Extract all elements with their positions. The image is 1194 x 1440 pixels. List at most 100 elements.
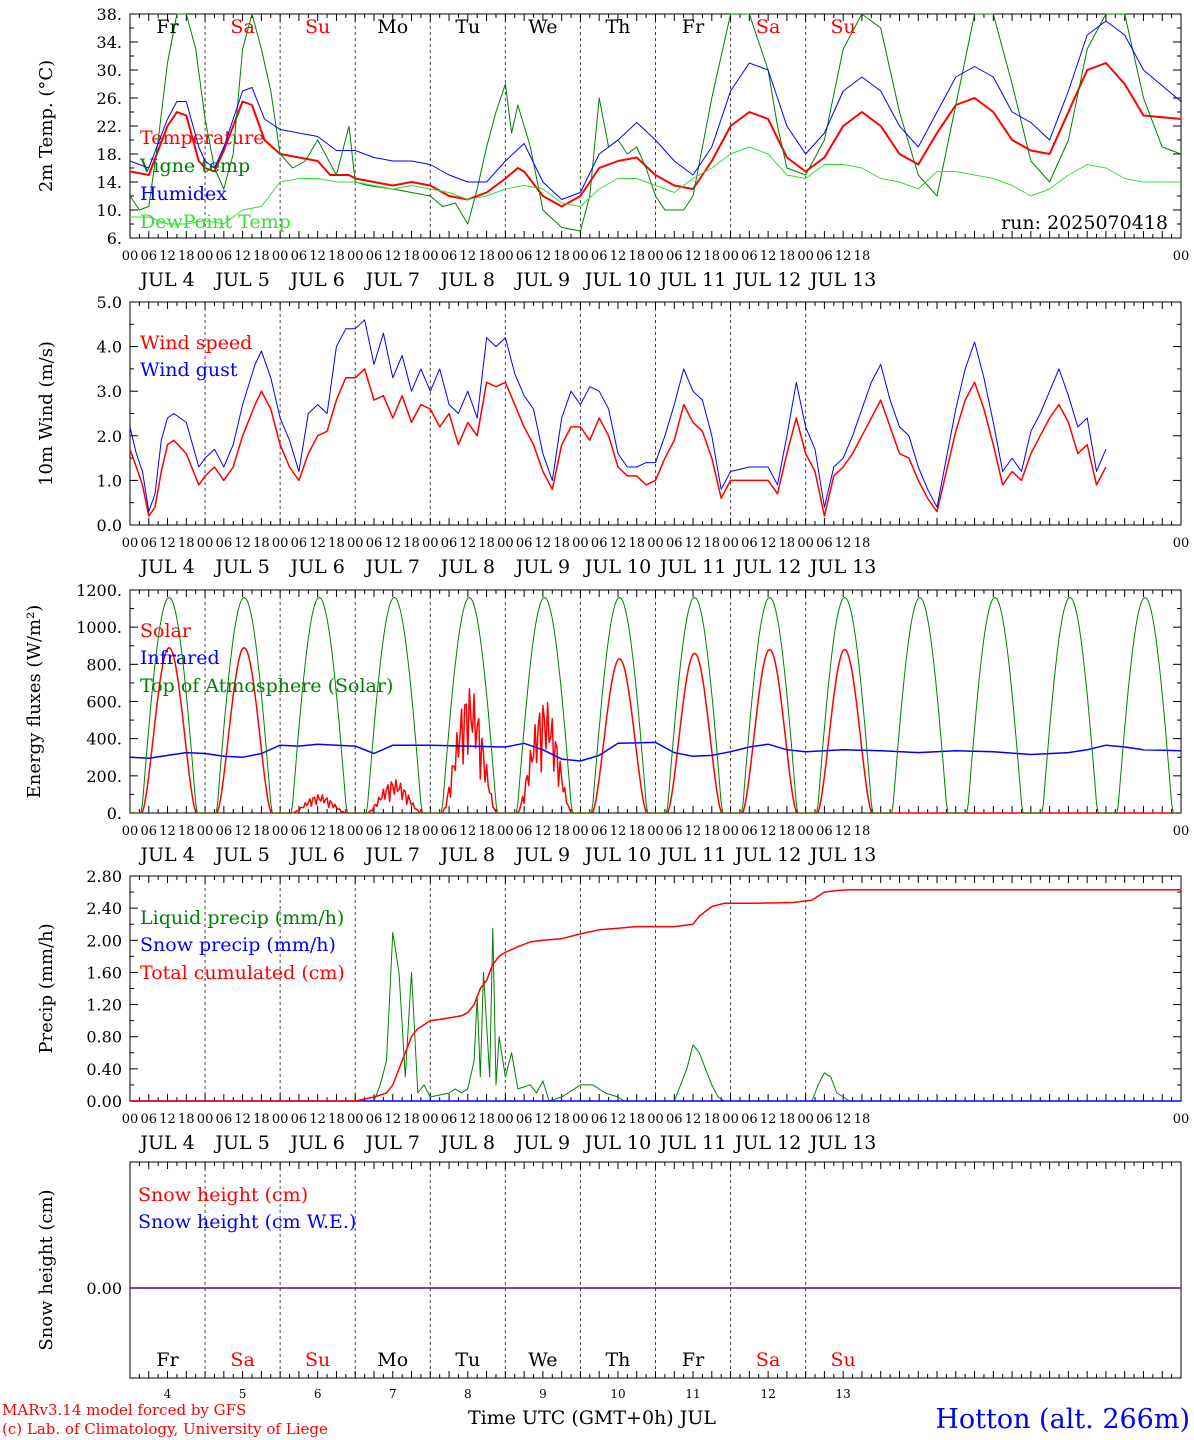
precip-hour-label: 06 bbox=[216, 1112, 233, 1127]
precip-y-tick-label: 2.00 bbox=[86, 931, 122, 950]
temperature-hour-label: 06 bbox=[366, 249, 383, 264]
temperature-weekday-label: Su bbox=[305, 16, 330, 38]
temperature-hour-label: 00 bbox=[497, 249, 514, 264]
precip-y-axis-label: Precip (mm/h) bbox=[36, 923, 57, 1053]
wind-hour-label: 00 bbox=[422, 536, 439, 551]
precip-hour-label: 18 bbox=[854, 1112, 871, 1127]
temperature-hour-label: 00 bbox=[647, 249, 664, 264]
energy-hour-label: 12 bbox=[835, 824, 852, 839]
temperature-y-tick-label: 26. bbox=[97, 89, 122, 108]
temperature-hour-label: 18 bbox=[178, 249, 195, 264]
wind-y-tick-label: 3.0 bbox=[97, 382, 122, 401]
wind-frame bbox=[129, 301, 1182, 526]
precip-hour-label: 18 bbox=[253, 1112, 270, 1127]
snow-day-number: 13 bbox=[836, 1387, 851, 1401]
precip-panel: 0.00 0.40 0.80 1.20 1.60 2.00 2.40 2.80 Precip (… bbox=[36, 867, 1189, 1154]
temperature-weekday-label: Tu bbox=[455, 16, 480, 38]
precip-hour-label: 12 bbox=[760, 1112, 777, 1127]
wind-legend-entry: Wind speed bbox=[140, 332, 252, 354]
wind-hour-label: 18 bbox=[704, 536, 721, 551]
temperature-day-label: JUL 7 bbox=[364, 269, 420, 291]
wind-hour-label: 00 bbox=[347, 536, 364, 551]
energy-y-tick-label: 400. bbox=[86, 730, 122, 749]
precip-y-tick-label: 0.40 bbox=[86, 1060, 122, 1079]
wind-day-label: JUL 13 bbox=[808, 556, 876, 578]
snow-day-number: 10 bbox=[610, 1387, 625, 1401]
temperature-weekday-label: Mo bbox=[377, 16, 408, 38]
precip-hour-label: 18 bbox=[704, 1112, 721, 1127]
wind-hour-label: 12 bbox=[835, 536, 852, 551]
precip-y-tick-label: 0.00 bbox=[86, 1092, 122, 1111]
precip-hour-label: 18 bbox=[478, 1112, 495, 1127]
temperature-hour-label: 12 bbox=[610, 249, 627, 264]
snow-weekday-label: Fr bbox=[156, 1349, 179, 1371]
precip-series-liquid-precip-mm-h- bbox=[130, 927, 1181, 1102]
wind-day-label: JUL 10 bbox=[583, 556, 651, 578]
precip-day-label: JUL 5 bbox=[213, 1132, 269, 1154]
snow-day-number: 12 bbox=[760, 1387, 775, 1401]
energy-hour-label: 06 bbox=[291, 824, 308, 839]
temperature-y-tick-label: 18. bbox=[97, 145, 122, 164]
energy-day-label: JUL 6 bbox=[288, 844, 344, 866]
precip-hour-label: 12 bbox=[535, 1112, 552, 1127]
snow-weekday-label: We bbox=[528, 1349, 557, 1371]
temperature-hour-label: 00 bbox=[197, 249, 214, 264]
temperature-legend-entry: Humidex bbox=[140, 183, 227, 205]
temperature-y-tick-label: 34. bbox=[97, 33, 122, 52]
wind-day-label: JUL 8 bbox=[439, 556, 495, 578]
precip-y-tick-label: 0.80 bbox=[86, 1028, 122, 1047]
precip-hour-label: 06 bbox=[516, 1112, 533, 1127]
precip-hour-label: 12 bbox=[234, 1112, 251, 1127]
precip-hour-label: 00 bbox=[722, 1112, 739, 1127]
snow-day-number: 11 bbox=[685, 1387, 700, 1401]
energy-hour-label: 12 bbox=[535, 824, 552, 839]
wind-hour-label: 06 bbox=[666, 536, 683, 551]
temperature-y-tick-label: 10. bbox=[97, 201, 122, 220]
precip-day-label: JUL 12 bbox=[733, 1132, 801, 1154]
temperature-hour-label: 06 bbox=[140, 249, 157, 264]
precip-hour-label: 12 bbox=[159, 1112, 176, 1127]
wind-hour-label: 06 bbox=[140, 536, 157, 551]
energy-hour-label: 00 bbox=[122, 824, 139, 839]
snow-weekday-label: Sa bbox=[756, 1349, 780, 1371]
temperature-series-dewpoint-temp bbox=[130, 146, 1181, 225]
snow-y-axis-label: Snow height (cm) bbox=[36, 1189, 57, 1350]
temperature-hour-label: 18 bbox=[253, 249, 270, 264]
snow-legend-entry: Snow height (cm) bbox=[138, 1184, 308, 1206]
wind-hour-label: 00 bbox=[647, 536, 664, 551]
temperature-hour-label: 18 bbox=[328, 249, 345, 264]
wind-hour-label: 06 bbox=[516, 536, 533, 551]
precip-hour-label: 18 bbox=[628, 1112, 645, 1127]
energy-hour-label: 18 bbox=[854, 824, 871, 839]
temperature-hour-label: 06 bbox=[216, 249, 233, 264]
energy-hour-label: 18 bbox=[328, 824, 345, 839]
wind-day-label: JUL 9 bbox=[514, 556, 570, 578]
wind-hour-label: 12 bbox=[309, 536, 326, 551]
wind-hour-label: 06 bbox=[591, 536, 608, 551]
wind-y-tick-label: 1.0 bbox=[97, 471, 122, 490]
wind-day-label: JUL 7 bbox=[364, 556, 420, 578]
temperature-hour-label: 00 bbox=[272, 249, 289, 264]
energy-hour-label: 06 bbox=[441, 824, 458, 839]
temperature-hour-label: 18 bbox=[704, 249, 721, 264]
energy-hour-label: 00 bbox=[1173, 824, 1190, 839]
snow-weekday-label: Th bbox=[606, 1349, 631, 1371]
wind-hour-label: 18 bbox=[553, 536, 570, 551]
temperature-hour-label: 06 bbox=[816, 249, 833, 264]
wind-hour-label: 18 bbox=[854, 536, 871, 551]
temperature-weekday-label: Su bbox=[831, 16, 856, 38]
precip-hour-label: 12 bbox=[460, 1112, 477, 1127]
wind-y-tick-label: 5.0 bbox=[97, 293, 122, 312]
precip-day-label: JUL 8 bbox=[439, 1132, 495, 1154]
wind-legend-entry: Wind gust bbox=[140, 359, 238, 381]
wind-hour-label: 18 bbox=[328, 536, 345, 551]
energy-hour-label: 18 bbox=[704, 824, 721, 839]
precip-legend-entry: Liquid precip (mm/h) bbox=[140, 907, 344, 929]
snow-day-number: 9 bbox=[539, 1387, 547, 1401]
precip-hour-label: 00 bbox=[122, 1112, 139, 1127]
precip-hour-label: 12 bbox=[685, 1112, 702, 1127]
precip-hour-label: 12 bbox=[309, 1112, 326, 1127]
wind-hour-label: 18 bbox=[253, 536, 270, 551]
energy-hour-label: 00 bbox=[647, 824, 664, 839]
temperature-day-label: JUL 4 bbox=[138, 269, 194, 291]
